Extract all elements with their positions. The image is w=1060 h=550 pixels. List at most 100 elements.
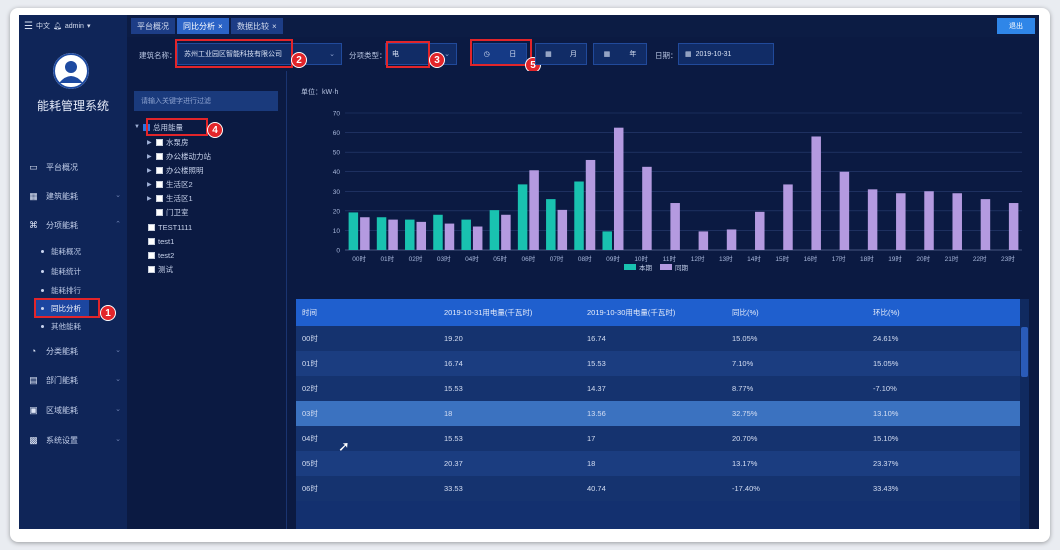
- bar-current: [517, 184, 528, 250]
- cell: 7.10%: [732, 359, 754, 368]
- table-body: 00时 19.20 16.74 15.05% 24.61% 01时 16.74 15.53 7…: [296, 326, 1020, 529]
- menu-icon[interactable]: ☰: [24, 20, 33, 32]
- tree-node[interactable]: TEST1111: [148, 221, 192, 233]
- nav-platform-overview[interactable]: ▭ 平台概况: [19, 158, 127, 176]
- tree-node[interactable]: 门卫室: [156, 206, 189, 218]
- table-row[interactable]: 06时 33.53 40.74 -17.40% 33.43%: [296, 476, 1020, 501]
- user-name[interactable]: admin: [64, 22, 84, 30]
- scrollbar-thumb[interactable]: [1021, 327, 1028, 377]
- header-mom[interactable]: 环比(%): [873, 308, 900, 317]
- header-previous[interactable]: 2019-10-30用电量(千瓦时): [587, 308, 676, 317]
- avatar[interactable]: [53, 53, 89, 89]
- nav-category-energy[interactable]: ◔ 分类能耗 ⌄: [19, 342, 127, 360]
- header-time[interactable]: 时间: [302, 308, 317, 317]
- tab-yoy-analysis[interactable]: 同比分析 ×: [177, 18, 229, 34]
- table-row-hovered[interactable]: 03时 18 13.56 32.75% 13.10%: [296, 401, 1020, 426]
- x-tick-label: 21时: [945, 254, 959, 263]
- subnav-statistics[interactable]: 能耗统计: [41, 263, 81, 279]
- bar-current: [602, 231, 612, 250]
- tab-platform-overview[interactable]: 平台概况: [131, 18, 175, 34]
- close-icon[interactable]: ×: [272, 21, 277, 31]
- subnav-overview[interactable]: 能耗概况: [41, 243, 81, 259]
- close-icon[interactable]: ×: [218, 21, 223, 31]
- x-tick-label: 11时: [663, 254, 677, 263]
- tree-node[interactable]: test2: [148, 249, 174, 261]
- checkbox[interactable]: [148, 251, 155, 259]
- subnav-other[interactable]: 其他能耗: [41, 318, 81, 334]
- checkbox[interactable]: [148, 237, 155, 245]
- legend-swatch: [660, 264, 672, 270]
- checkbox[interactable]: [156, 152, 163, 160]
- nav-building-energy[interactable]: ▦ 建筑能耗 ⌄: [19, 187, 127, 205]
- tab-data-compare[interactable]: 数据比较 ×: [231, 18, 283, 34]
- checkbox[interactable]: [156, 194, 163, 202]
- table-row[interactable]: 00时 19.20 16.74 15.05% 24.61%: [296, 326, 1020, 351]
- tree-node[interactable]: ▶ 生活区1: [147, 192, 193, 204]
- tree-search-input[interactable]: 请输入关键字进行过滤: [134, 91, 278, 111]
- region-icon: ▣: [29, 404, 38, 415]
- table-row[interactable]: 05时 20.37 18 13.17% 23.37%: [296, 451, 1020, 476]
- bell-icon[interactable]: 🔔︎: [52, 23, 62, 30]
- tree-node[interactable]: ▶ 办公楼照明: [147, 164, 204, 176]
- bar-previous: [839, 171, 850, 250]
- tab-bar: 平台概况 同比分析 × 数据比较 × 退出: [127, 15, 1039, 37]
- table-scrollbar[interactable]: [1020, 299, 1029, 529]
- table-row[interactable]: 02时 15.53 14.37 8.77% -7.10%: [296, 376, 1020, 401]
- cell: 13.56: [587, 409, 606, 418]
- checkbox[interactable]: [156, 180, 163, 188]
- tree-node[interactable]: ▶ 生活区2: [147, 178, 193, 190]
- checkbox[interactable]: [156, 138, 163, 146]
- tree-node[interactable]: 测试: [148, 263, 173, 275]
- bar-current: [574, 181, 584, 250]
- header-current[interactable]: 2019-10-31用电量(千瓦时): [444, 308, 533, 317]
- nav-system-settings[interactable]: ▩ 系统设置 ⌄: [19, 431, 127, 449]
- tree-node[interactable]: ▶ 水泵房: [147, 136, 189, 148]
- cell: 33.43%: [873, 484, 899, 493]
- y-tick-label: 60: [333, 130, 341, 137]
- bar-chart: 0 10 20 30 40 50 60 70 00时 01时 02时 03时 04时 05时 06时 07时 0…: [333, 111, 1022, 272]
- date-value: 2019-10-31: [695, 50, 732, 58]
- nav-itemized-energy[interactable]: ⌘ 分项能耗 ⌃: [19, 216, 127, 234]
- bar-previous: [924, 191, 934, 250]
- table-row[interactable]: 04时 15.53 17 20.70% 15.10%: [296, 426, 1020, 451]
- y-tick-label: 70: [333, 111, 341, 118]
- caret-right-icon[interactable]: ▶: [147, 167, 152, 174]
- tree-node[interactable]: test1: [148, 235, 174, 247]
- subnav-ranking[interactable]: 能耗排行: [41, 282, 81, 298]
- nav-department-energy[interactable]: ▤ 部门能耗 ⌄: [19, 371, 127, 389]
- nav-label: 分类能耗: [46, 346, 78, 356]
- date-label: 日期：: [655, 51, 678, 60]
- caret-down-icon[interactable]: ▼: [134, 124, 140, 130]
- header-yoy[interactable]: 同比(%): [732, 308, 759, 317]
- language-label[interactable]: 中文: [35, 23, 50, 30]
- checkbox[interactable]: [148, 223, 155, 231]
- data-table: 时间 2019-10-31用电量(千瓦时) 2019-10-30用电量(千瓦时)…: [296, 299, 1029, 529]
- bar-previous: [670, 203, 680, 250]
- period-year-button[interactable]: ▦ 年: [593, 43, 647, 65]
- date-picker[interactable]: ▦ 2019-10-31: [678, 43, 774, 65]
- table-row[interactable]: 01时 16.74 15.53 7.10% 15.05%: [296, 351, 1020, 376]
- x-tick-label: 22时: [973, 254, 987, 263]
- chevron-down-icon[interactable]: ▾: [86, 23, 91, 30]
- checkbox[interactable]: [156, 166, 163, 174]
- period-month-button[interactable]: ▦ 月: [535, 43, 587, 65]
- bar-previous: [472, 226, 483, 250]
- caret-right-icon[interactable]: ▶: [147, 181, 152, 188]
- caret-right-icon[interactable]: ▶: [147, 153, 152, 160]
- exit-button[interactable]: 退出: [997, 18, 1035, 34]
- x-tick-label: 18时: [860, 254, 874, 263]
- tree-node-label: 办公楼照明: [166, 165, 204, 175]
- nav-region-energy[interactable]: ▣ 区域能耗 ⌄: [19, 401, 127, 419]
- tree-node[interactable]: ▶ 办公楼动力站: [147, 150, 211, 162]
- legend-label: 同期: [675, 264, 689, 272]
- cell: 32.75%: [732, 409, 758, 418]
- bar-current: [433, 214, 443, 250]
- bar-previous: [755, 211, 765, 250]
- bar-previous: [867, 189, 878, 250]
- caret-right-icon[interactable]: ▶: [147, 195, 152, 202]
- checkbox[interactable]: [148, 265, 155, 273]
- cell: 06时: [302, 484, 318, 493]
- checkbox[interactable]: [156, 208, 163, 216]
- caret-right-icon[interactable]: ▶: [147, 139, 152, 146]
- subnav-yoy-analysis[interactable]: 同比分析: [36, 300, 89, 316]
